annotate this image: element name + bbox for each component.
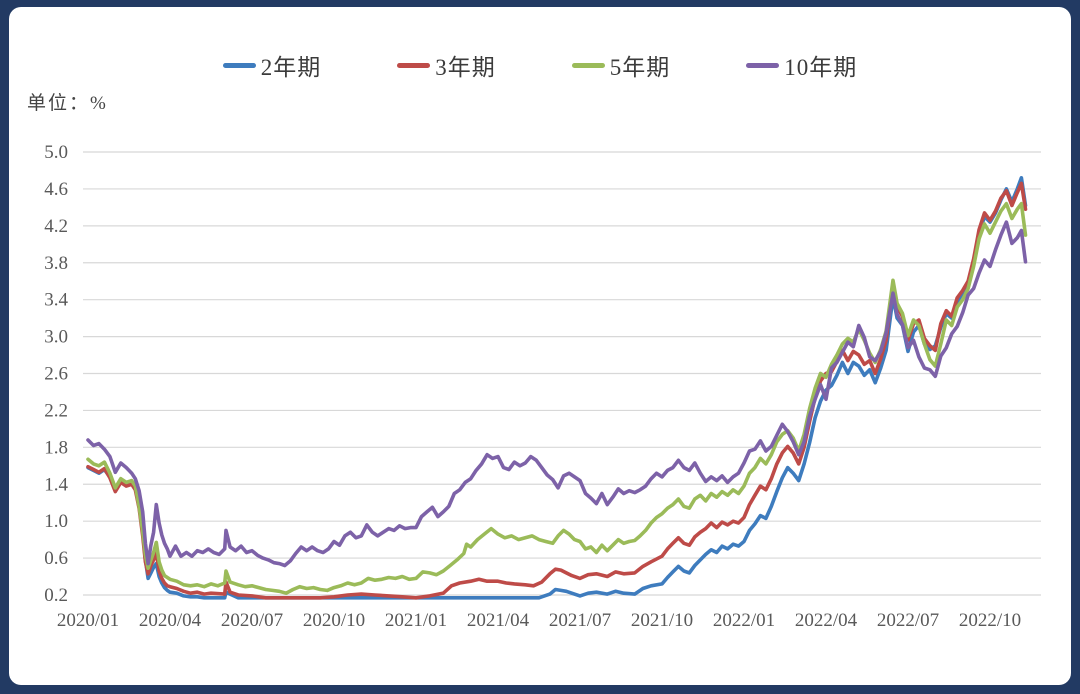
- chart-frame: [9, 7, 1071, 685]
- x-axis-tick-label: 2021/04: [467, 610, 530, 631]
- x-axis-tick-label: 2022/10: [959, 610, 1021, 631]
- x-axis-tick-label: 2021/01: [385, 610, 447, 631]
- x-axis-tick-label: 2022/07: [877, 610, 939, 631]
- legend-label-3y: 3年期: [435, 55, 496, 80]
- y-axis-tick-label: 3.8: [44, 253, 68, 274]
- y-axis-tick-label: 1.8: [44, 437, 68, 458]
- legend-swatch-5y: [571, 62, 605, 68]
- legend-swatch-2y: [222, 62, 256, 68]
- y-axis-tick-label: 4.6: [44, 179, 68, 200]
- legend-label-10y: 10年期: [784, 55, 858, 80]
- legend-item-5y: 5年期: [571, 48, 671, 82]
- x-axis-tick-label: 2021/07: [549, 610, 611, 631]
- y-axis-tick-label: 3.0: [44, 327, 68, 348]
- y-axis-tick-label: 1.4: [44, 474, 68, 495]
- legend-swatch-10y: [746, 62, 780, 68]
- x-axis-tick-label: 2020/07: [221, 610, 283, 631]
- legend-item-2y: 2年期: [222, 48, 322, 82]
- x-axis-tick-label: 2022/04: [795, 610, 858, 631]
- legend-label-2y: 2年期: [260, 55, 322, 80]
- y-axis-tick-label: 2.2: [44, 400, 68, 421]
- legend-label-5y: 5年期: [609, 55, 671, 80]
- y-axis-tick-label: 5.0: [44, 142, 68, 163]
- y-axis-tick-label: 2.6: [44, 364, 68, 385]
- y-axis-tick-label: 0.2: [44, 585, 68, 606]
- x-axis-tick-label: 2020/01: [57, 610, 119, 631]
- y-axis-tick-label: 0.6: [44, 548, 68, 569]
- legend: 2年期 3年期 5年期 10年期: [0, 48, 1080, 82]
- legend-item-3y: 3年期: [397, 48, 496, 82]
- x-axis-tick-label: 2020/10: [303, 610, 365, 631]
- unit-label: 单位：%: [27, 93, 108, 114]
- x-axis-tick-label: 2022/01: [713, 610, 775, 631]
- y-axis-tick-label: 3.4: [44, 290, 68, 311]
- x-axis-tick-label: 2020/04: [139, 610, 202, 631]
- x-axis-tick-label: 2021/10: [631, 610, 693, 631]
- y-axis-tick-label: 1.0: [44, 511, 68, 532]
- y-axis-tick-label: 4.2: [44, 216, 68, 237]
- series-line-10y: [86, 220, 1028, 568]
- legend-swatch-3y: [397, 62, 431, 68]
- legend-item-10y: 10年期: [746, 48, 857, 82]
